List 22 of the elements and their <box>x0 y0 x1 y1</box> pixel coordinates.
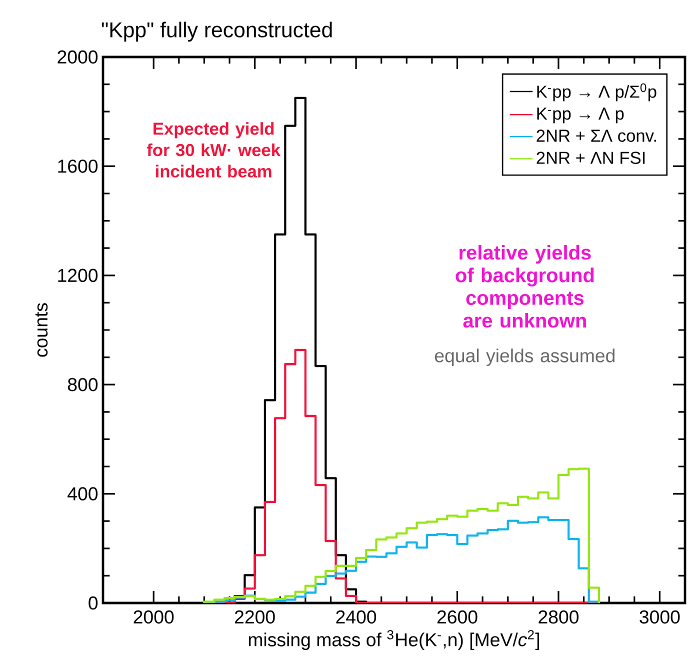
legend-label: K$^{-}$pp → Λ p/Σ$^{0}$p <box>537 83 656 102</box>
annotation: Expected yield for 30 kW· week incident beam <box>146 122 281 178</box>
x-tick-label: 2600 <box>437 610 478 624</box>
y-tick-label: 400 <box>68 487 98 500</box>
legend-label: K$^{-}$pp → Λ p <box>537 108 624 124</box>
y-tick-label: 1200 <box>58 268 98 282</box>
chart-title: "Kpp" fully reconstructed <box>102 22 332 42</box>
y-tick-label: 0 <box>88 596 98 610</box>
x-tick-label: 2800 <box>538 610 579 624</box>
x-tick-label: 2400 <box>336 610 376 624</box>
y-tick-label: 800 <box>68 378 98 392</box>
y-tick-label: 1600 <box>58 160 98 173</box>
annotation: equal yields assumed <box>434 348 614 366</box>
y-tick-label: 2000 <box>58 50 98 64</box>
x-tick-label: 3000 <box>640 610 680 624</box>
annotation: relative yields of background components are unknown <box>456 244 594 328</box>
y-axis-title: counts <box>35 303 48 357</box>
x-axis-title: missing mass of $^{3}$He(K$^{-}$,n) [MeV/c$^{2}$] <box>248 630 539 650</box>
x-tick-label: 2200 <box>235 610 275 624</box>
legend-label: 2NR + ΣΛ conv. <box>536 130 656 142</box>
x-tick-label: 2000 <box>134 610 174 624</box>
legend-label: 2NR + ΛN FSI <box>536 152 645 164</box>
